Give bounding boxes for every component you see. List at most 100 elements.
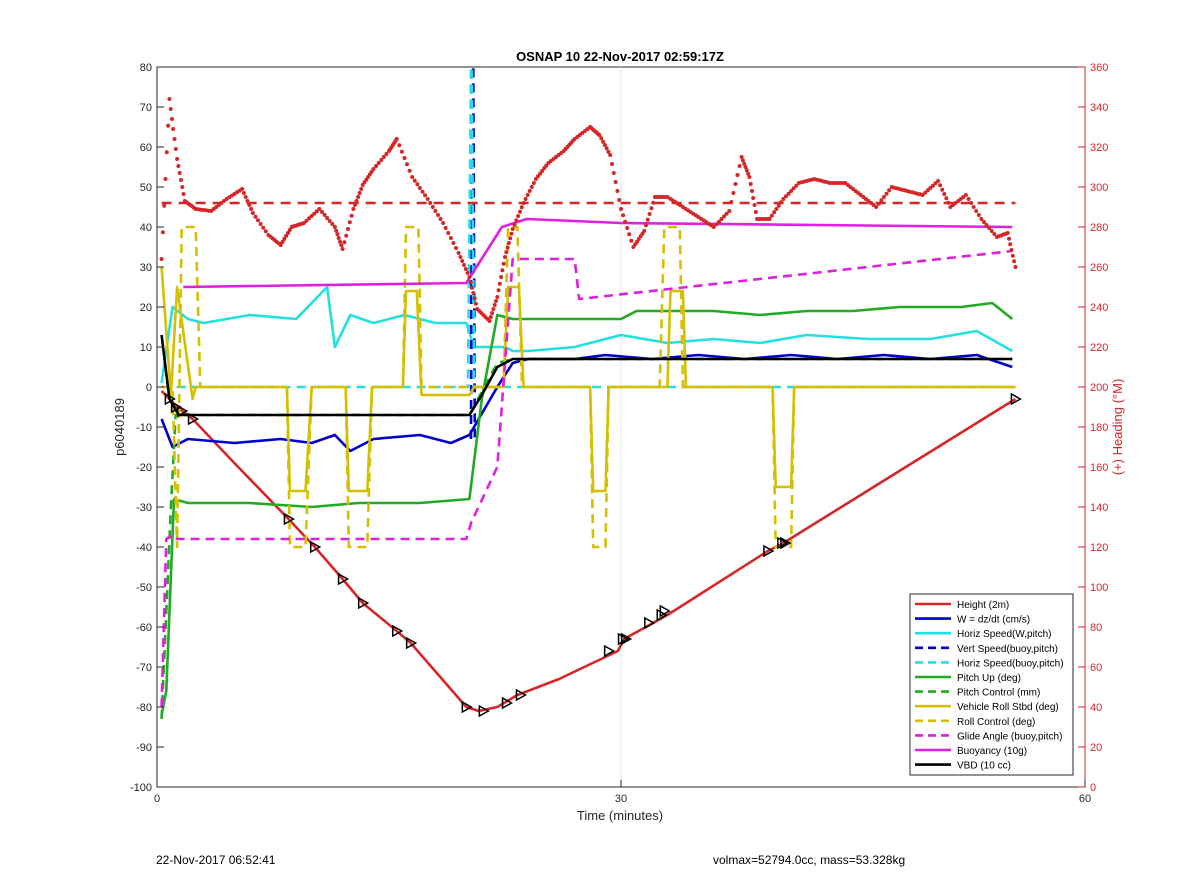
heading-point bbox=[940, 187, 945, 192]
heading-point bbox=[470, 285, 474, 290]
heading-point bbox=[512, 222, 517, 227]
heading-point bbox=[278, 243, 283, 247]
y-tick-label-right: 80 bbox=[1090, 622, 1102, 634]
heading-point bbox=[384, 152, 389, 156]
heading-point bbox=[256, 218, 260, 223]
heading-point bbox=[747, 175, 752, 179]
heading-point bbox=[619, 207, 623, 211]
heading-point bbox=[1009, 248, 1014, 252]
heading-point bbox=[608, 153, 613, 157]
heading-point bbox=[746, 171, 751, 176]
heading-point bbox=[351, 207, 356, 211]
heading-point bbox=[253, 214, 258, 219]
heading-point bbox=[928, 186, 933, 190]
y-tick-label-left: -80 bbox=[136, 702, 152, 714]
heading-point bbox=[441, 221, 446, 225]
y-tick-label-right: 200 bbox=[1090, 382, 1108, 394]
heading-point bbox=[166, 123, 171, 128]
heading-point bbox=[261, 225, 266, 230]
heading-point bbox=[334, 228, 339, 233]
marker-triangle bbox=[1010, 392, 1022, 406]
heading-point bbox=[930, 183, 935, 188]
marker-triangle bbox=[478, 704, 490, 718]
heading-point bbox=[487, 319, 492, 323]
heading-point bbox=[425, 197, 430, 201]
y-tick-label-left: 10 bbox=[140, 342, 152, 354]
heading-point bbox=[173, 147, 178, 151]
heading-point bbox=[454, 246, 458, 250]
heading-point bbox=[359, 187, 364, 191]
heading-point bbox=[428, 201, 433, 205]
series-pitch-up-deg bbox=[160, 301, 1014, 716]
y-tick-label-left: -40 bbox=[136, 542, 152, 554]
heading-point bbox=[241, 191, 246, 195]
heading-point bbox=[748, 182, 753, 186]
legend: Height (2m) W = dz/dt (cm/s) Horiz Speed(W… bbox=[909, 593, 1074, 776]
marker-triangle bbox=[461, 700, 473, 714]
heading-point bbox=[601, 139, 605, 144]
heading-point bbox=[317, 207, 322, 211]
y-tick-label-right: 300 bbox=[1090, 182, 1108, 194]
heading-point bbox=[509, 231, 514, 236]
heading-point bbox=[357, 191, 362, 195]
heading-point bbox=[936, 179, 941, 183]
heading-point bbox=[495, 295, 500, 299]
marker-triangle bbox=[283, 512, 296, 526]
heading-point bbox=[791, 186, 796, 191]
heading-point bbox=[527, 189, 532, 193]
marker-triangle bbox=[656, 608, 668, 622]
heading-point bbox=[789, 189, 794, 193]
marker-triangle bbox=[164, 392, 176, 406]
heading-point bbox=[436, 213, 440, 217]
heading-point bbox=[175, 157, 180, 161]
series-layer bbox=[160, 65, 1017, 720]
heading-point bbox=[514, 218, 519, 223]
heading-point bbox=[942, 192, 947, 196]
heading-point bbox=[617, 198, 622, 202]
heading-point bbox=[933, 181, 938, 186]
x-tick-label: 0 bbox=[154, 793, 160, 805]
heading-point bbox=[979, 217, 984, 221]
heading-point bbox=[180, 185, 185, 189]
heading-point bbox=[451, 241, 456, 245]
heading-point bbox=[322, 213, 327, 217]
heading-point bbox=[767, 217, 772, 221]
heading-point bbox=[753, 210, 758, 214]
heading-point bbox=[468, 280, 473, 285]
x-axis-label: Time (minutes) bbox=[577, 808, 663, 823]
legend-label: Roll Control (deg) bbox=[957, 717, 1035, 728]
marker-triangle bbox=[777, 536, 789, 550]
marker-triangle bbox=[405, 636, 418, 650]
heading-point bbox=[533, 177, 538, 181]
heading-point bbox=[407, 168, 412, 173]
heading-point bbox=[714, 222, 719, 227]
heading-point bbox=[167, 97, 172, 101]
heading-point bbox=[944, 196, 949, 201]
heading-point bbox=[342, 240, 347, 245]
y-tick-label-right: 280 bbox=[1090, 222, 1108, 234]
marker-triangle bbox=[620, 632, 633, 646]
heading-point bbox=[739, 155, 744, 159]
heading-point bbox=[982, 220, 986, 224]
heading-point bbox=[284, 234, 289, 238]
legend-label: Vehicle Roll Stbd (deg) bbox=[957, 702, 1059, 713]
heading-point bbox=[172, 137, 177, 141]
heading-point bbox=[304, 218, 309, 223]
heading-point bbox=[976, 213, 981, 217]
y-tick-label-left: -70 bbox=[136, 662, 152, 674]
heading-point bbox=[346, 227, 350, 231]
heading-point bbox=[181, 192, 186, 196]
heading-point bbox=[335, 232, 340, 237]
heading-point bbox=[711, 225, 716, 229]
heading-point bbox=[356, 195, 361, 199]
heading-point bbox=[516, 214, 521, 218]
heading-point bbox=[508, 236, 513, 241]
heading-point bbox=[374, 164, 379, 168]
x-tick-label: 30 bbox=[615, 793, 627, 805]
heading-point bbox=[724, 211, 729, 216]
heading-point bbox=[531, 181, 536, 185]
heading-layer bbox=[159, 97, 1018, 323]
heading-point bbox=[286, 231, 290, 235]
y-tick-label-right: 220 bbox=[1090, 342, 1108, 354]
heading-point bbox=[497, 281, 502, 286]
